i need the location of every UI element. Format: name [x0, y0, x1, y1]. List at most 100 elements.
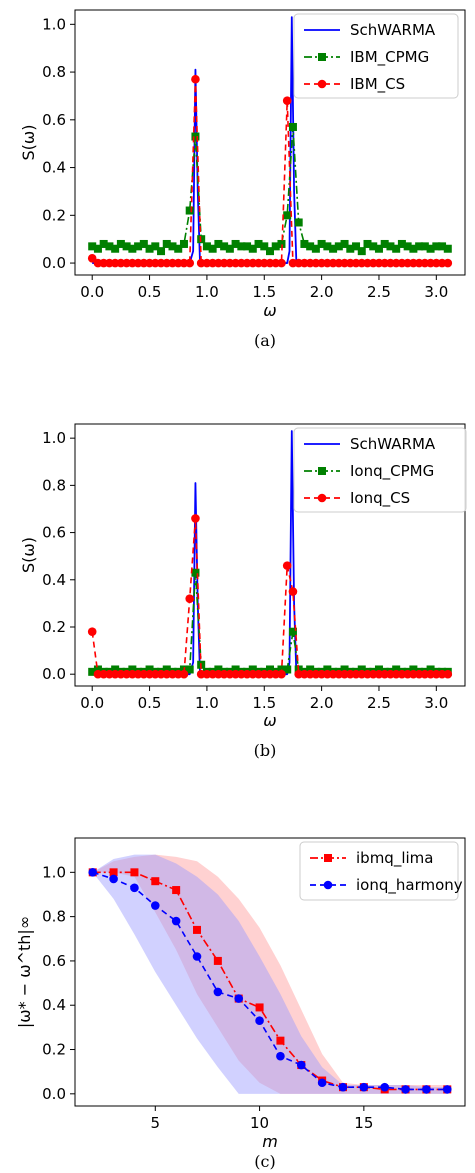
data-point-s1-44: [340, 239, 349, 248]
y-tick-label: 0.4: [42, 571, 66, 589]
data-point-s1-0: [88, 242, 97, 251]
data-point-s1-22: [214, 239, 223, 248]
data-point-s1-36: [294, 218, 303, 227]
data-point-s2-62: [443, 258, 453, 268]
data-point-s1-33: [277, 239, 286, 248]
data-point-s1-7: [128, 665, 137, 674]
data-point-s2-18: [191, 74, 200, 84]
legend-marker-1: [318, 467, 326, 475]
data-point-s1-18: [191, 132, 200, 141]
x-tick-label: 15: [354, 1114, 373, 1132]
data-point-s2-17: [185, 594, 195, 603]
data-point-s0-4: [172, 886, 181, 895]
data-point-s1-24: [225, 244, 234, 253]
legend-box: [293, 427, 467, 513]
data-point-s1-29: [254, 239, 263, 248]
series-band-0: [92, 854, 448, 1094]
data-point-s1-0: [88, 868, 98, 877]
data-point-s1-37: [300, 239, 309, 248]
data-point-s1-62: [443, 244, 452, 253]
series-band-1: [92, 854, 448, 1094]
data-point-s1-8: [255, 1016, 264, 1026]
legend-label-2: IBM_CS: [350, 75, 405, 94]
data-point-s1-10: [145, 244, 154, 253]
data-point-s1-17: [185, 665, 194, 674]
data-point-s1-3: [150, 901, 160, 910]
data-point-s1-46: [352, 242, 361, 251]
data-point-s1-32: [271, 242, 280, 251]
data-point-s1-47: [357, 247, 366, 256]
x-tick-label: 0.5: [138, 283, 162, 301]
y-tick-label: 1.0: [42, 15, 66, 33]
data-point-s1-31: [266, 247, 274, 256]
data-point-s1-59: [426, 665, 435, 674]
data-point-s1-21: [208, 244, 217, 253]
data-point-s1-1: [93, 244, 102, 253]
data-point-s1-56: [409, 665, 418, 674]
data-point-s1-5: [116, 239, 125, 248]
data-point-s0-3: [151, 877, 160, 886]
y-tick-label: 0.0: [42, 1085, 66, 1103]
data-point-s1-14: [380, 1082, 390, 1092]
axes-frame: [74, 837, 466, 1107]
data-point-s1-52: [386, 242, 395, 251]
legend-label-1: IBM_CPMG: [350, 48, 429, 67]
data-point-s1-0: [88, 667, 97, 676]
data-point-s1-25: [231, 239, 240, 248]
y-tick-label: 1.0: [42, 863, 66, 881]
data-point-s1-34: [283, 211, 292, 220]
data-point-s1-60: [432, 242, 441, 251]
data-point-s2-0: [87, 627, 97, 637]
data-point-s1-13: [162, 665, 171, 674]
panel-caption: (b): [254, 741, 277, 760]
x-tick-label: 1.0: [195, 694, 219, 712]
x-tick-label: 2.0: [310, 283, 334, 301]
axes-frame: [74, 9, 466, 276]
data-point-s1-6: [213, 987, 223, 997]
data-point-s1-17: [185, 206, 194, 215]
data-point-s1-39: [311, 244, 320, 253]
data-point-s0-9: [276, 1036, 285, 1045]
panel-caption: (a): [254, 331, 276, 350]
data-point-s1-31: [266, 665, 274, 674]
data-point-s1-53: [392, 665, 401, 674]
x-tick-label: 3.0: [424, 283, 448, 301]
data-point-s1-9: [276, 1051, 285, 1061]
data-point-s0-5: [193, 925, 202, 934]
data-point-s1-5: [192, 952, 202, 961]
data-point-s1-49: [369, 242, 378, 251]
y-tick-label: 0.4: [42, 996, 66, 1014]
data-point-s1-44: [340, 665, 349, 674]
data-point-s1-30: [260, 242, 269, 251]
plot-area: [87, 16, 453, 268]
data-point-s0-6: [213, 956, 222, 965]
data-point-s1-13: [162, 239, 171, 248]
data-point-s1-13: [359, 1082, 369, 1092]
data-point-s1-50: [374, 665, 383, 674]
data-point-s2-34: [282, 561, 292, 570]
legend-label-1: ionq_harmony: [356, 876, 463, 895]
y-tick-label: 0.8: [42, 476, 66, 494]
data-point-s1-10: [296, 1060, 306, 1070]
x-tick-label: 1.5: [252, 283, 276, 301]
data-point-s1-61: [438, 242, 447, 251]
legend-box: [293, 13, 459, 99]
plot-area: [87, 430, 453, 679]
data-point-s1-28: [248, 665, 257, 674]
data-point-s1-8: [134, 242, 143, 251]
data-point-s2-0: [87, 253, 97, 263]
data-point-s1-9: [139, 239, 148, 248]
data-point-s1-17: [442, 1085, 452, 1094]
legend-marker-1: [318, 53, 326, 61]
y-tick-label: 0.8: [42, 63, 66, 81]
legend-label-0: SchWARMA: [350, 21, 436, 39]
data-point-s2-16: [179, 669, 189, 679]
data-point-s1-23: [220, 242, 229, 251]
y-tick-label: 1.0: [42, 429, 66, 447]
data-point-s1-47: [357, 665, 366, 674]
data-point-s1-34: [283, 665, 292, 674]
data-point-s1-45: [346, 244, 355, 253]
legend-marker-1: [323, 880, 333, 890]
data-point-s1-58: [420, 242, 429, 251]
data-point-s1-7: [234, 994, 244, 1003]
